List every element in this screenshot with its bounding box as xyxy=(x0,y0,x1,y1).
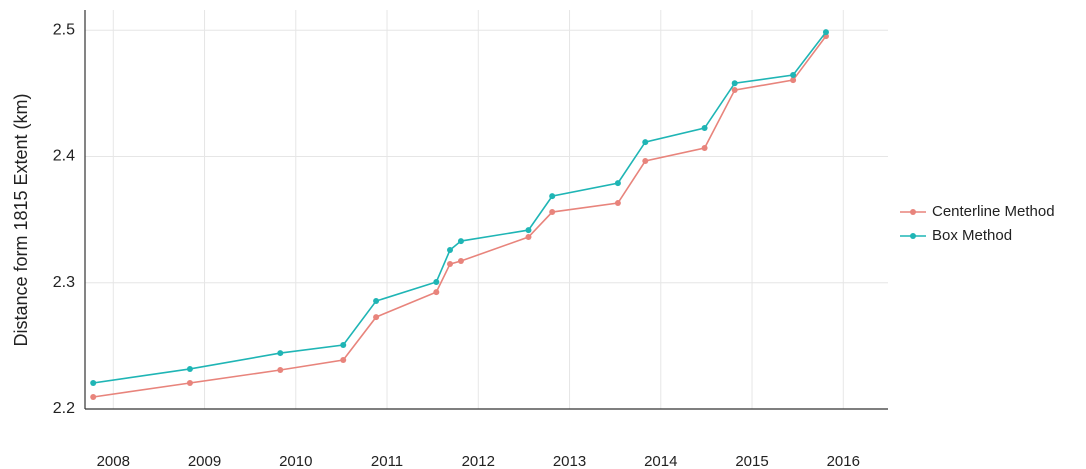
legend-dot xyxy=(910,233,916,239)
x-tick-label: 2008 xyxy=(97,453,130,469)
x-tick-label: 2009 xyxy=(188,453,221,469)
point xyxy=(525,234,532,241)
point xyxy=(433,289,440,296)
y-axis-title: Distance form 1815 Extent (km) xyxy=(11,93,31,346)
point xyxy=(549,193,556,200)
x-tick-label: 2011 xyxy=(371,453,403,469)
series-line xyxy=(93,35,827,398)
point xyxy=(790,72,797,79)
point xyxy=(277,366,284,373)
point xyxy=(731,87,738,94)
point xyxy=(549,209,556,216)
point xyxy=(340,341,347,348)
point xyxy=(642,139,649,146)
legend-label: Centerline Method xyxy=(932,203,1055,220)
point xyxy=(277,350,284,357)
point xyxy=(525,227,532,234)
point xyxy=(340,357,347,364)
point xyxy=(186,379,193,386)
legend-dot xyxy=(910,209,916,215)
point xyxy=(186,365,193,372)
point xyxy=(614,200,621,207)
y-tick-label: 2.3 xyxy=(53,274,75,291)
point xyxy=(790,77,797,84)
point xyxy=(701,125,708,132)
point xyxy=(642,158,649,165)
point xyxy=(447,261,453,268)
point xyxy=(457,238,464,245)
y-tick-label: 2.4 xyxy=(53,148,75,165)
point xyxy=(433,278,440,285)
point xyxy=(90,379,97,386)
point xyxy=(701,145,708,152)
point xyxy=(822,29,829,36)
x-tick-label: 2016 xyxy=(827,453,860,469)
point xyxy=(731,80,738,87)
point xyxy=(373,298,380,305)
point xyxy=(447,247,453,254)
x-tick-label: 2012 xyxy=(462,453,495,469)
legend-label: Box Method xyxy=(932,227,1012,244)
x-tick-label: 2010 xyxy=(279,453,312,469)
y-tick-label: 2.2 xyxy=(53,400,75,417)
point xyxy=(614,180,621,187)
series-line xyxy=(93,31,827,384)
x-tick-label: 2013 xyxy=(553,453,586,469)
point xyxy=(373,314,380,321)
x-tick-label: 2015 xyxy=(735,453,768,469)
point xyxy=(457,258,464,265)
x-tick-label: 2014 xyxy=(644,453,677,469)
y-tick-label: 2.5 xyxy=(53,21,75,38)
point xyxy=(90,394,97,401)
